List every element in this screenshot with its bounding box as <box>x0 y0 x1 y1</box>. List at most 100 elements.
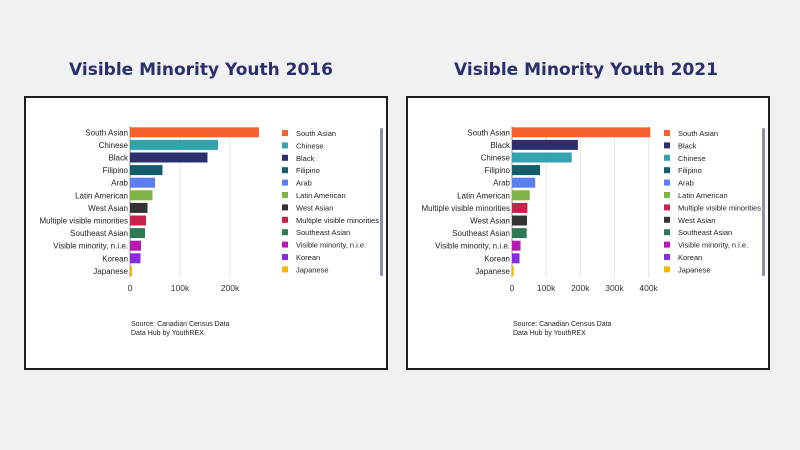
bar <box>130 177 155 188</box>
legend-label: Southeast Asian <box>296 228 350 237</box>
legend-swatch <box>664 266 670 273</box>
legend-label: Multiple visible minorities <box>678 203 761 212</box>
legend-label: Visible minority, n.i.e. <box>296 241 366 250</box>
legend-label: Black <box>296 154 315 163</box>
legend-label: Arab <box>296 179 312 188</box>
legend-label: Southeast Asian <box>678 228 732 237</box>
category-label: Latin American <box>457 191 510 200</box>
chart-panel-2021: 0 100k 200k 300k 400k South Asian Black Chinese… <box>406 96 770 370</box>
legend-swatch <box>282 204 288 211</box>
x-tick-label: 200k <box>571 283 590 293</box>
bar <box>130 265 132 276</box>
bar <box>512 177 536 188</box>
category-label: Korean <box>102 254 128 263</box>
bar-chart-2016: 0 100k 200k South Asian Chinese Black Filipino… <box>40 126 379 293</box>
category-label: Arab <box>493 179 510 188</box>
category-label: Black <box>490 141 511 150</box>
legend-swatch <box>664 179 670 186</box>
legend-swatch <box>664 204 670 211</box>
bar <box>130 152 208 163</box>
legend-swatch <box>664 167 670 174</box>
category-label: Southeast Asian <box>452 229 510 238</box>
category-label: Filipino <box>485 166 511 175</box>
legend-label: Arab <box>678 179 694 188</box>
category-label: Black <box>108 154 129 163</box>
legend-swatch <box>282 229 288 236</box>
legend-label: West Asian <box>296 203 333 212</box>
legend-label: Chinese <box>678 154 706 163</box>
bar <box>130 165 163 176</box>
chart-title-2016: Visible Minority Youth 2016 <box>69 60 333 80</box>
category-label: Japanese <box>475 267 510 276</box>
x-tick-label: 400k <box>639 283 658 293</box>
legend-swatch <box>664 192 670 198</box>
bar <box>512 190 530 201</box>
source-line: Source: Canadian Census Data <box>131 321 230 328</box>
x-tick-label: 300k <box>605 283 624 293</box>
legend-scrollbar[interactable] <box>762 128 765 276</box>
bar <box>512 152 572 163</box>
legend-swatch <box>282 266 288 273</box>
legend-swatch <box>282 130 288 136</box>
source-line: Source: Canadian Census Data <box>513 321 612 328</box>
bar <box>130 190 153 201</box>
bar <box>512 215 528 226</box>
legend-swatch <box>664 130 670 136</box>
bar <box>130 127 259 138</box>
bar <box>130 253 141 264</box>
bar <box>512 127 651 138</box>
chart-panel-2016: 0 100k 200k South Asian Chinese Black Filipino… <box>24 96 388 370</box>
bar <box>130 139 218 150</box>
category-label: Visible minority, n.i.e. <box>435 242 510 251</box>
legend-swatch <box>282 179 288 186</box>
legend-label: Korean <box>678 253 702 262</box>
legend-label: Latin American <box>296 191 346 200</box>
bar-chart-2021: 0 100k 200k 300k 400k South Asian Black Chinese… <box>422 126 761 293</box>
category-label: Filipino <box>103 166 129 175</box>
bar <box>130 202 148 213</box>
bar <box>512 228 527 239</box>
chart-source: Source: Canadian Census Data Data Hub by… <box>513 320 611 338</box>
legend-swatch <box>664 154 670 161</box>
legend-label: Japanese <box>678 265 711 274</box>
category-label: Multiple visible minorities <box>40 217 128 226</box>
chart-title-2021: Visible Minority Youth 2021 <box>454 60 718 80</box>
category-label: Chinese <box>99 141 129 150</box>
category-label: West Asian <box>470 217 510 226</box>
category-label: Visible minority, n.i.e. <box>53 242 128 251</box>
x-tick-label: 200k <box>221 283 240 293</box>
legend-scrollbar[interactable] <box>380 128 383 276</box>
category-label: Japanese <box>93 267 128 276</box>
bar <box>512 165 540 176</box>
legend-label: Latin American <box>678 191 728 200</box>
legend-swatch <box>282 241 288 248</box>
bar <box>512 139 578 150</box>
legend-label: West Asian <box>678 216 715 225</box>
legend-label: Chinese <box>296 141 324 150</box>
category-label: Arab <box>111 179 128 188</box>
category-label: West Asian <box>88 204 128 213</box>
source-line: Data Hub by YouthREX <box>513 330 586 337</box>
bar <box>130 228 145 239</box>
legend-swatch <box>664 254 670 260</box>
legend-label: Filipino <box>296 166 320 175</box>
legend-label: Visible minority, n.i.e. <box>678 241 748 250</box>
category-label: Southeast Asian <box>70 229 128 238</box>
x-tick-label: 0 <box>510 283 515 293</box>
bar <box>512 253 520 264</box>
chart-source: Source: Canadian Census Data Data Hub by… <box>131 320 229 338</box>
bar <box>512 240 521 251</box>
legend-label: Black <box>678 141 697 150</box>
legend-label: Japanese <box>296 265 329 274</box>
x-tick-label: 0 <box>128 283 133 293</box>
legend-swatch <box>664 241 670 248</box>
bar <box>130 240 141 251</box>
legend-label: South Asian <box>296 129 336 138</box>
legend-label: Korean <box>296 253 320 262</box>
category-label: Korean <box>484 254 510 263</box>
category-label: Chinese <box>481 154 511 163</box>
legend-swatch <box>282 154 288 161</box>
category-label: Latin American <box>75 191 128 200</box>
legend-swatch <box>282 167 288 174</box>
legend-swatch <box>282 216 288 223</box>
